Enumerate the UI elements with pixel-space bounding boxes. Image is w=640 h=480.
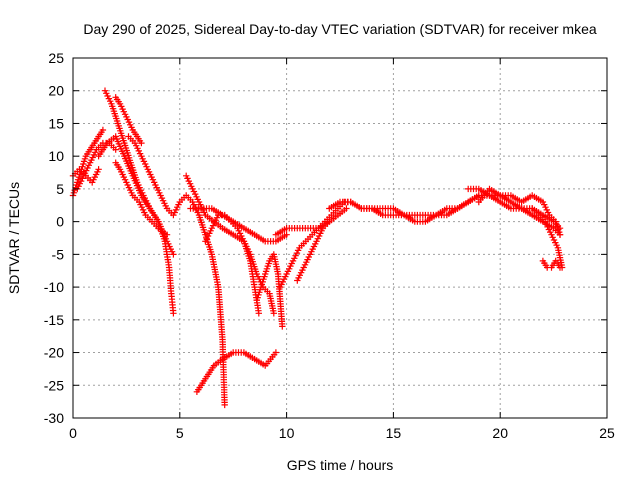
y-tick-label: 15 [48, 115, 64, 131]
y-tick-label: 25 [48, 50, 64, 66]
plot-frame [72, 57, 608, 419]
series-arc13 [253, 251, 286, 330]
y-tick-label: -20 [44, 345, 64, 361]
series-arc7 [125, 133, 228, 409]
data-point-markers [112, 159, 171, 238]
y-tick-label: -5 [52, 246, 65, 262]
y-tick-label: -15 [44, 312, 64, 328]
y-tick-label: -10 [44, 279, 64, 295]
x-tick-label: 5 [176, 425, 184, 441]
y-axis-label: SDTVAR / TECUs [6, 182, 22, 294]
x-tick-label: 10 [279, 425, 295, 441]
grid-layer [73, 58, 607, 418]
data-point-markers [193, 349, 280, 395]
tick-layer: 0 5 10 15 20 25 -30 -25 -20 -15 -10 -5 0 5 10 15 20 25 [44, 50, 615, 441]
series-arc5 [112, 94, 145, 147]
series-arc21 [529, 205, 566, 271]
x-tick-label: 0 [69, 425, 77, 441]
series-arc16 [272, 218, 333, 238]
y-tick-label: 20 [48, 83, 64, 99]
series-arc22 [539, 257, 564, 271]
y-tick-label: -30 [44, 410, 64, 426]
series-arc10 [193, 349, 280, 395]
y-tick-label: -25 [44, 377, 64, 393]
data-layer [69, 87, 566, 409]
data-point-markers [539, 257, 564, 271]
data-point-markers [112, 94, 145, 147]
series-arc20 [475, 185, 564, 238]
data-point-markers [529, 205, 566, 271]
y-tick-label: 5 [56, 181, 64, 197]
data-point-markers [475, 185, 564, 238]
x-tick-label: 15 [386, 425, 402, 441]
series-arc6 [95, 133, 177, 317]
x-axis-label: GPS time / hours [287, 457, 394, 473]
y-tick-label: 0 [56, 214, 64, 230]
data-point-markers [95, 133, 177, 317]
data-point-markers [125, 133, 228, 409]
data-point-markers [272, 218, 333, 238]
chart-title: Day 290 of 2025, Sidereal Day-to-day VTE… [83, 21, 596, 37]
series-arc8 [112, 159, 171, 238]
data-point-markers [253, 251, 286, 330]
y-tick-label: 10 [48, 148, 64, 164]
x-tick-label: 25 [599, 425, 615, 441]
x-tick-label: 20 [492, 425, 508, 441]
